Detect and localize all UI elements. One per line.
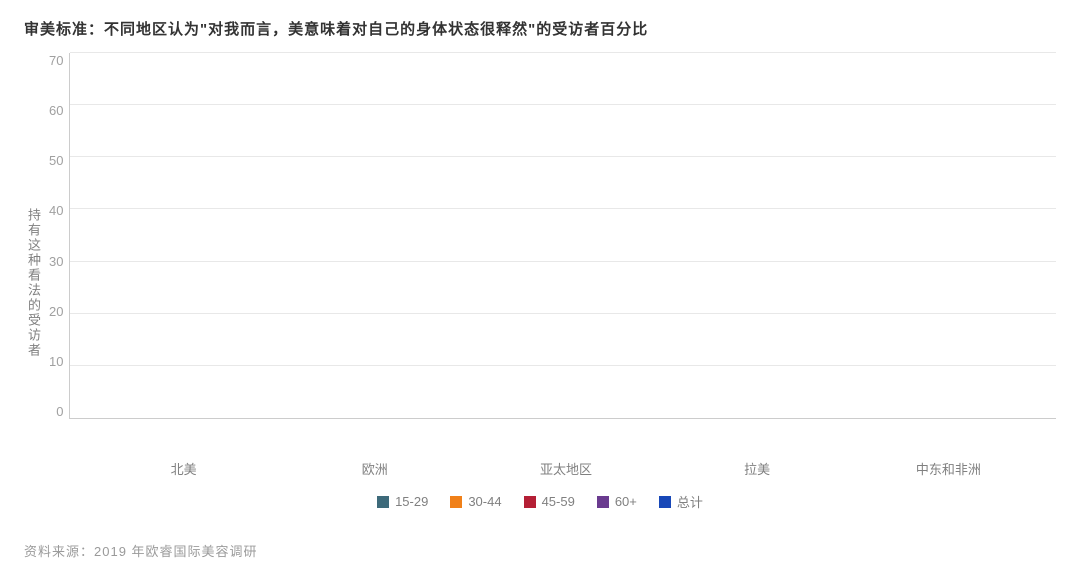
legend-swatch	[659, 496, 671, 508]
y-tick: 40	[49, 203, 63, 218]
legend-swatch	[597, 496, 609, 508]
y-tick: 10	[49, 354, 63, 369]
legend-item: 15-29	[377, 492, 428, 511]
legend-label: 45-59	[542, 494, 575, 509]
x-tick-label: 拉美	[687, 459, 827, 478]
x-axis-labels: 北美 欧洲 亚太地区 拉美 中东和非洲	[76, 453, 1056, 478]
y-tick: 20	[49, 304, 63, 319]
legend-item: 总计	[659, 492, 703, 511]
legend-item: 45-59	[524, 492, 575, 511]
x-tick-label: 欧洲	[305, 459, 445, 478]
legend-item: 30-44	[450, 492, 501, 511]
x-tick-label: 亚太地区	[496, 459, 636, 478]
legend-swatch	[377, 496, 389, 508]
legend-label: 总计	[677, 492, 703, 511]
y-axis-label: 持有这种看法的受访者	[24, 53, 49, 453]
legend-swatch	[450, 496, 462, 508]
legend-item: 60+	[597, 492, 637, 511]
chart-title: 审美标准：不同地区认为"对我而言，美意味着对自己的身体状态很释然"的受访者百分比	[24, 18, 1056, 39]
y-tick: 50	[49, 153, 63, 168]
legend-swatch	[524, 496, 536, 508]
legend-label: 15-29	[395, 494, 428, 509]
legend: 15-29 30-44 45-59 60+ 总计	[24, 492, 1056, 511]
x-tick-label: 中东和非洲	[878, 459, 1018, 478]
source-attribution: 资料来源：2019 年欧睿国际美容调研	[24, 541, 1056, 560]
y-tick: 30	[49, 254, 63, 269]
legend-label: 30-44	[468, 494, 501, 509]
bar-groups	[70, 53, 1056, 418]
y-tick: 70	[49, 53, 63, 68]
plot-area	[69, 53, 1056, 419]
chart-area: 持有这种看法的受访者 70 60 50 40 30 20 10 0	[24, 53, 1056, 453]
y-tick: 0	[56, 404, 63, 419]
y-axis-ticks: 70 60 50 40 30 20 10 0	[49, 53, 69, 419]
y-tick: 60	[49, 103, 63, 118]
x-tick-label: 北美	[114, 459, 254, 478]
legend-label: 60+	[615, 494, 637, 509]
